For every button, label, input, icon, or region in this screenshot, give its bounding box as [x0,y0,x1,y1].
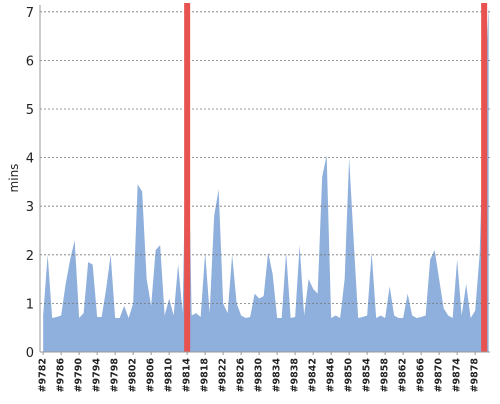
y-tick-label: 2 [26,249,34,264]
x-tick-label: #9846 [326,358,337,393]
x-tick-label: #9850 [344,358,355,393]
x-tick-label: #9822 [218,358,229,392]
highlight-bar [184,3,191,352]
x-tick-label: #9870 [434,358,445,393]
x-tick-label: #9802 [128,358,139,392]
x-tick-label: #9818 [200,358,211,393]
y-tick-label: 1 [26,297,34,312]
area [43,6,489,353]
y-tick-label: 0 [26,346,34,361]
x-tick-label: #9826 [236,358,247,393]
x-tick-label: #9798 [110,358,121,393]
y-tick-label: 6 [26,54,34,69]
x-tick-label: #9814 [182,358,193,393]
x-tick-label: #9874 [452,358,463,393]
highlight-bar [481,3,488,352]
y-tick-label: 4 [26,152,34,167]
x-tick-label: #9794 [92,358,103,393]
x-tick-label: #9790 [74,358,85,393]
x-tick-label: #9866 [416,358,427,393]
y-axis-label: mins [7,164,21,193]
y-tick-label: 5 [26,103,34,118]
x-tick-label: #9838 [290,358,301,393]
x-tick-label: #9862 [398,358,409,392]
x-tick-label: #9842 [308,358,319,392]
x-tick-label: #9834 [272,358,283,393]
x-tick-label: #9878 [470,358,481,393]
x-tick-label: #9806 [146,358,157,393]
x-tick-label: #9810 [164,358,175,393]
x-tick-label: #9782 [38,358,49,392]
x-tick-label: #9854 [362,358,373,393]
x-tick-label: #9858 [380,358,391,393]
y-tick-label: 3 [26,200,34,215]
y-tick-label: 7 [26,6,34,21]
x-tick-label: #9830 [254,358,265,393]
x-tick-label: #9786 [56,358,67,393]
